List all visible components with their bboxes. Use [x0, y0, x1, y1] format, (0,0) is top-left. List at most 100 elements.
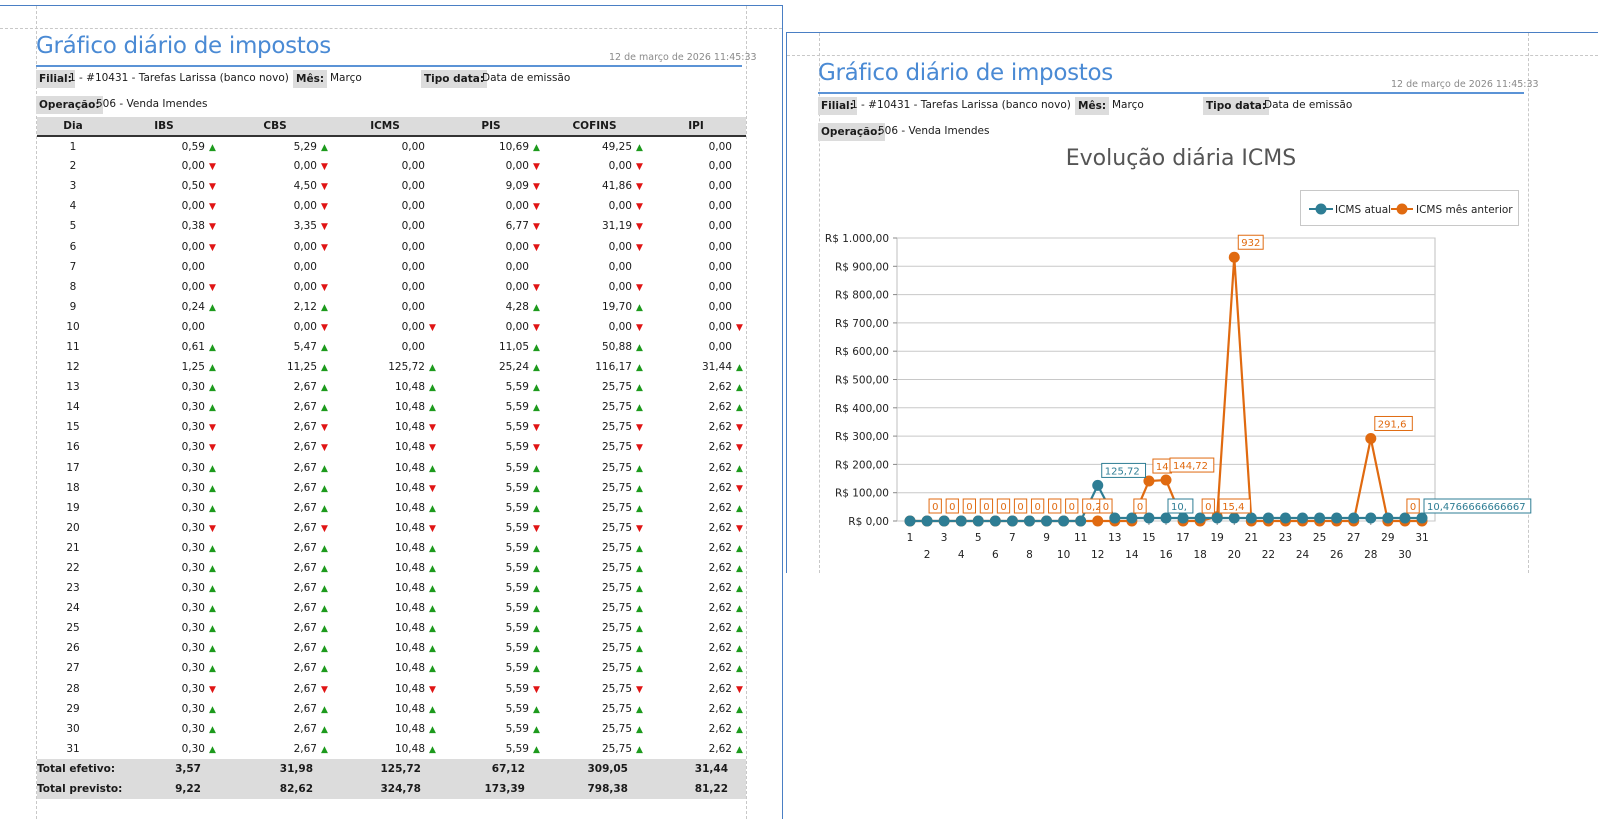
- trend-down-icon: ▼: [429, 684, 436, 695]
- cell-cbs: 2,67 ▲: [219, 458, 331, 478]
- trend-up-icon: ▲: [636, 624, 643, 635]
- cell-ibs: 0,30 ▲: [109, 739, 219, 759]
- cell-cbs: 2,67 ▲: [219, 638, 331, 658]
- operacao-value: 506 - Venda Imendes: [878, 125, 990, 137]
- total-value: 9,22: [109, 778, 219, 799]
- cell-ipi: 0,00: [646, 297, 746, 317]
- table-row: 10 0,00 0,00 ▼ 0,00 ▼ 0,00 ▼ 0,00 ▼ 0,00 ▼: [37, 317, 746, 337]
- cell-ipi: 2,62 ▲: [646, 598, 746, 618]
- cell-ibs: 0,24 ▲: [109, 297, 219, 317]
- data-label-box: [1218, 498, 1251, 514]
- trend-up-icon: ▲: [321, 704, 328, 715]
- report-date: 12 de março de 2026 11:45:33: [609, 52, 757, 63]
- cell-cofins: 25,75 ▲: [543, 699, 646, 719]
- data-label-text: 932: [1241, 238, 1260, 249]
- cell-ibs: 0,30 ▲: [109, 498, 219, 518]
- cell-ipi: 2,62 ▲: [646, 458, 746, 478]
- cell-ipi: 31,44 ▲: [646, 357, 746, 377]
- trend-up-icon: ▲: [209, 744, 216, 755]
- cell-ibs: 0,00: [109, 317, 219, 337]
- total-efetivo-row: Total efetivo: 3,57 31,98 125,72 67,12 309,05…: [37, 758, 746, 779]
- data-label-icms-anterior: 0: [1048, 498, 1062, 514]
- cell-value: 0,30: [181, 501, 205, 514]
- cell-cofins: 25,75 ▼: [543, 679, 646, 699]
- data-label-text: 0: [1052, 502, 1058, 513]
- cell-value: 0,30: [181, 381, 205, 394]
- trend-up-icon: ▲: [636, 724, 643, 735]
- total-value: 31,44: [646, 758, 746, 779]
- cell-value: 0,30: [181, 602, 205, 615]
- cell-value: 10,48: [394, 682, 425, 695]
- data-label-box: [962, 498, 976, 514]
- data-label-text: 0: [1069, 502, 1075, 513]
- cell-value: 10,48: [394, 401, 425, 414]
- cell-ibs: 0,30 ▲: [109, 397, 219, 417]
- cell-icms: 0,00: [331, 257, 439, 277]
- report-title: Gráfico diário de impostos: [36, 33, 331, 59]
- cell-value: 5,59: [505, 722, 529, 735]
- mes-label: Mês:: [293, 70, 328, 88]
- cell-value: 0,00: [181, 160, 205, 173]
- total-value: 82,62: [219, 778, 331, 799]
- cell-value: 2,67: [293, 401, 317, 414]
- cell-ipi: 2,62 ▲: [646, 578, 746, 598]
- cell-value: 2,67: [293, 602, 317, 615]
- table-row: 11 0,61 ▲ 5,47 ▲ 0,00 11,05 ▲ 50,88 ▲ 0,00: [37, 337, 746, 357]
- data-label-text: 0: [1000, 502, 1006, 513]
- cell-ipi: 2,62 ▲: [646, 618, 746, 638]
- cell-ipi: 0,00: [646, 277, 746, 297]
- data-label-box: [1099, 498, 1113, 514]
- cell-value: 2,67: [293, 722, 317, 735]
- table-row: 24 0,30 ▲ 2,67 ▲ 10,48 ▲ 5,59 ▲ 25,75 ▲ 2,62 ▲: [37, 598, 746, 618]
- cell-value: 0,30: [181, 401, 205, 414]
- trend-up-icon: ▲: [636, 543, 643, 554]
- point-icms-anterior: [1160, 474, 1172, 486]
- cell-ibs: 0,30 ▲: [109, 578, 219, 598]
- point-icms-atual: [904, 515, 916, 527]
- table-row: 1 0,59 ▲ 5,29 ▲ 0,00 10,69 ▲ 49,25 ▲ 0,00: [37, 136, 746, 156]
- table-row: 21 0,30 ▲ 2,67 ▲ 10,48 ▲ 5,59 ▲ 25,75 ▲ 2,62 ▲: [37, 538, 746, 558]
- trend-up-icon: ▲: [321, 302, 328, 313]
- cell-value: 0,00: [401, 140, 425, 153]
- data-label-icms-anterior: 0: [945, 498, 959, 514]
- cell-cbs: 2,67 ▲: [219, 397, 331, 417]
- cell-value: 2,67: [293, 702, 317, 715]
- total-value: 3,57: [109, 758, 219, 779]
- cell-value: 2,62: [708, 702, 732, 715]
- cell-pis: 0,00: [439, 257, 543, 277]
- cell-value: 5,59: [505, 521, 529, 534]
- cell-value: 0,00: [401, 200, 425, 213]
- x-tick-label: 18: [1193, 549, 1206, 561]
- trend-up-icon: ▲: [533, 543, 540, 554]
- cell-pis: 5,59 ▲: [439, 397, 543, 417]
- trend-down-icon: ▼: [209, 423, 216, 434]
- cell-value: 0,00: [181, 260, 205, 273]
- cell-pis: 10,69 ▲: [439, 136, 543, 156]
- total-previsto-row: Total previsto: 9,22 82,62 324,78 173,39 798,…: [37, 778, 746, 799]
- cell-value: 0,30: [181, 521, 205, 534]
- cell-value: 25,75: [601, 602, 632, 615]
- cell-icms: 10,48 ▲: [331, 538, 439, 558]
- table-row: 13 0,30 ▲ 2,67 ▲ 10,48 ▲ 5,59 ▲ 25,75 ▲ 2,62 ▲: [37, 377, 746, 397]
- data-label-text: 125,72: [1105, 466, 1140, 477]
- trend-up-icon: ▲: [429, 503, 436, 514]
- total-value: 81,22: [646, 778, 746, 799]
- trend-up-icon: ▲: [209, 483, 216, 494]
- cell-value: 0,30: [181, 582, 205, 595]
- cell-ibs: 0,00 ▼: [109, 277, 219, 297]
- data-label-icms-anterior: 0: [1065, 498, 1079, 514]
- y-tick-label: R$ 400,00: [835, 403, 889, 415]
- point-icms-atual: [1331, 512, 1343, 524]
- trend-down-icon: ▼: [321, 222, 328, 233]
- data-label-text: 0,2: [1086, 502, 1102, 513]
- cell-value: 31,44: [701, 361, 732, 374]
- trend-up-icon: ▲: [533, 302, 540, 313]
- cell-dia: 7: [69, 260, 77, 273]
- cell-value: 0,00: [401, 300, 425, 313]
- cell-value: 1,25: [181, 361, 205, 374]
- cell-value: 25,75: [601, 481, 632, 494]
- cell-value: 5,59: [505, 742, 529, 755]
- x-tick-label: 26: [1330, 549, 1344, 561]
- cell-cofins: 25,75 ▲: [543, 478, 646, 498]
- operacao-value: 506 - Venda Imendes: [96, 98, 208, 110]
